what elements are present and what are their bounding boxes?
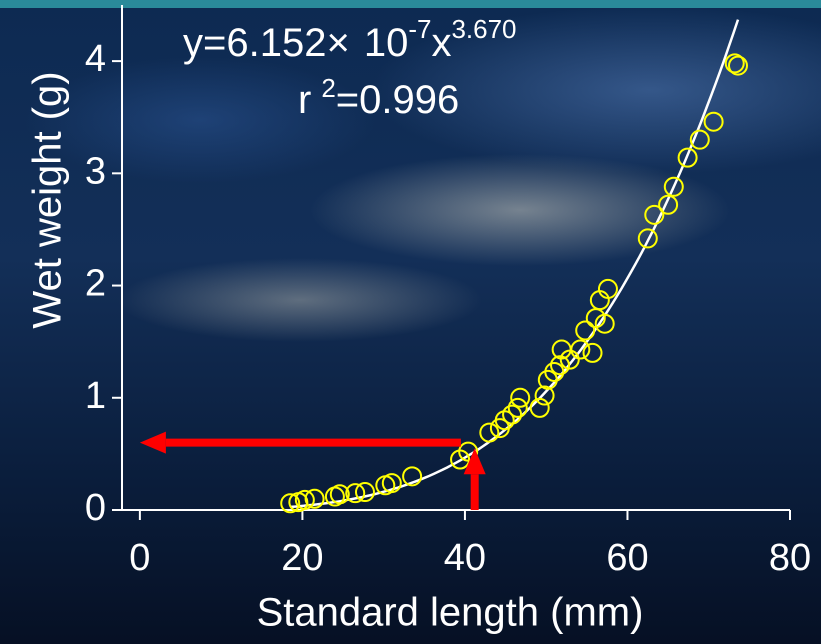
data-point	[507, 397, 528, 418]
data-point	[381, 473, 402, 494]
data-point	[582, 342, 603, 363]
r-value: =0.996	[336, 78, 459, 122]
arrow-head	[463, 448, 486, 475]
equation: y=6.152× 10-7x3.670	[183, 14, 517, 65]
data-point	[294, 489, 315, 510]
data-point	[479, 422, 500, 443]
data-point	[727, 55, 748, 76]
data-point	[304, 488, 325, 509]
x-tick-label: 0	[129, 537, 150, 579]
y-axis-label: Wet weight (g)	[26, 71, 70, 328]
data-point	[510, 387, 531, 408]
eq-base-exp: -7	[408, 14, 431, 44]
data-point	[280, 493, 301, 514]
eq-var-exp: 3.670	[451, 14, 516, 44]
r-squared: r 2=0.996	[298, 73, 459, 122]
data-point	[597, 278, 618, 299]
data-point	[458, 441, 479, 462]
x-tick-label: 80	[769, 537, 811, 579]
y-tick-label: 3	[85, 150, 106, 192]
y-tick-label: 1	[85, 375, 106, 417]
data-point	[354, 482, 375, 503]
arrow-head	[139, 431, 166, 454]
data-point	[570, 339, 591, 360]
data-point	[345, 483, 366, 504]
data-point	[534, 385, 555, 406]
data-point	[637, 228, 658, 249]
data-point	[703, 111, 724, 132]
y-tick-label: 2	[85, 263, 106, 305]
y-tick-label: 0	[85, 487, 106, 529]
r-power: 2	[321, 73, 335, 103]
data-point	[559, 349, 580, 370]
data-point	[529, 397, 550, 418]
data-point	[658, 194, 679, 215]
x-tick-label: 20	[281, 537, 323, 579]
data-point	[329, 484, 350, 505]
data-point	[689, 129, 710, 150]
x-axis-label: Standard length (mm)	[257, 591, 644, 635]
eq-var: x	[431, 21, 451, 65]
data-point	[544, 361, 565, 382]
data-point	[644, 204, 665, 225]
r-symbol: r	[298, 78, 311, 122]
data-point	[575, 320, 596, 341]
data-point	[550, 355, 571, 376]
data-point	[402, 466, 423, 487]
data-point	[594, 313, 615, 334]
eq-base: 10	[364, 21, 409, 65]
data-point	[724, 53, 745, 74]
data-point	[677, 147, 698, 168]
data-point	[663, 176, 684, 197]
eq-times: ×	[326, 21, 349, 65]
x-tick-label: 40	[444, 537, 486, 579]
y-tick-label: 4	[85, 38, 106, 80]
data-point	[502, 404, 523, 425]
eq-coef: 6.152	[226, 21, 326, 65]
top-band	[0, 0, 821, 8]
eq-prefix: y=	[183, 21, 226, 65]
x-tick-label: 60	[606, 537, 648, 579]
